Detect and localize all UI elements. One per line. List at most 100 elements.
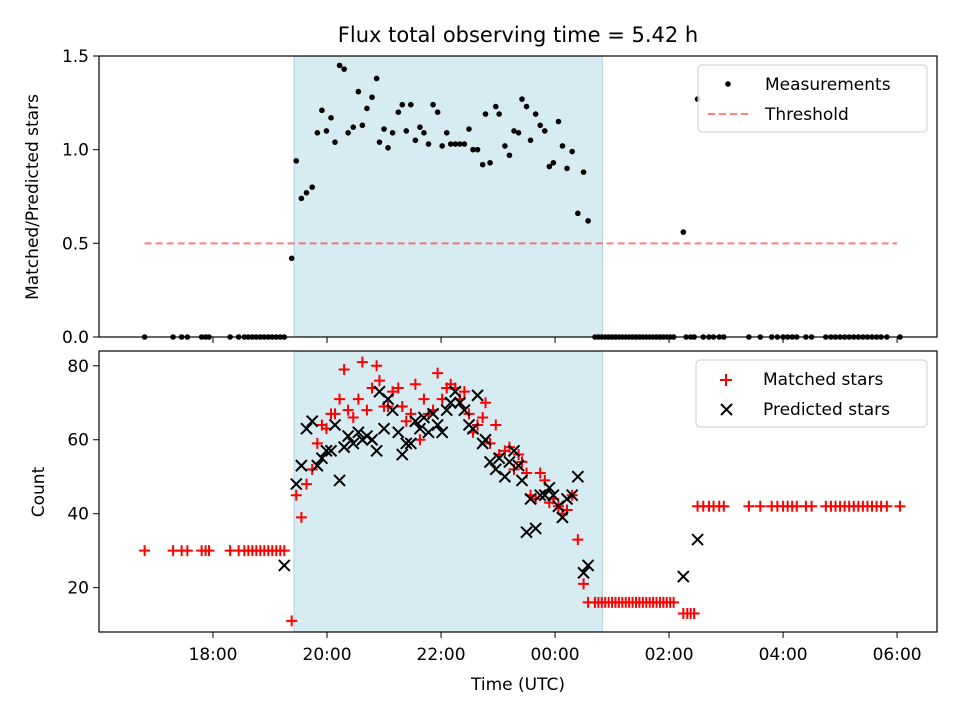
- measurement-point: [288, 255, 295, 262]
- x-tick-label: 20:00: [303, 645, 352, 665]
- matched-star-point: [418, 393, 430, 405]
- measurement-point: [385, 144, 391, 151]
- matched-star-point: [718, 500, 730, 512]
- top-y-tick-label: 1.0: [62, 141, 89, 161]
- predicted-star-point: [377, 422, 391, 435]
- matched-star-point: [286, 615, 298, 627]
- x-axis-label: Time (UTC): [470, 675, 565, 695]
- top-y-tick-label: 0.5: [62, 234, 89, 254]
- measurement-point: [373, 75, 380, 82]
- legend-label-matched: Matched stars: [763, 370, 883, 390]
- predicted-star-point: [290, 477, 303, 491]
- matched-star-point: [373, 375, 385, 387]
- measurement-point: [421, 130, 427, 136]
- predicted-star-point: [352, 426, 365, 439]
- legend-marker-matched: [720, 374, 732, 386]
- predicted-star-point: [560, 492, 574, 506]
- matched-star-point: [342, 404, 354, 416]
- top-plot-frame: [98, 55, 938, 338]
- matched-star-point: [881, 500, 893, 512]
- legend-marker-predicted: [720, 403, 733, 416]
- top-panel: 0.0 0.5 1.0 1.5 Matched/Predicted stars Mea…: [23, 47, 938, 348]
- bottom-y-axis-label: Count: [29, 466, 49, 517]
- measurement-point: [575, 210, 581, 217]
- measurement-point: [298, 195, 305, 202]
- x-tick-label: 00:00: [531, 645, 580, 665]
- predicted-star-point: [400, 437, 413, 450]
- predicted-star-point: [503, 455, 516, 469]
- predicted-star-point: [444, 396, 457, 409]
- predicted-star-point: [422, 426, 435, 439]
- predicted-star-point: [453, 396, 467, 409]
- matched-star-point: [334, 393, 346, 405]
- matched-star-point: [392, 382, 404, 394]
- measurement-point: [515, 130, 522, 136]
- measurement-point: [541, 128, 548, 134]
- measurement-point: [332, 139, 338, 145]
- legend-label-predicted: Predicted stars: [763, 400, 890, 420]
- matched-star-point: [477, 412, 489, 424]
- predicted-star-point: [386, 403, 399, 417]
- top-observing-band: [293, 55, 603, 338]
- measurement-point: [323, 128, 330, 134]
- measurement-point: [319, 107, 325, 114]
- matched-star-point: [572, 534, 584, 546]
- predicted-star-point: [524, 492, 537, 506]
- measurement-point: [585, 218, 591, 224]
- predicted-star-point: [449, 385, 462, 398]
- predicted-star-point: [466, 422, 480, 435]
- top-x-ticks: [212, 337, 898, 343]
- matched-star-point: [578, 578, 590, 590]
- measurement-point: [466, 126, 472, 132]
- matched-star-point: [356, 356, 368, 368]
- predicted-star-point: [337, 440, 351, 454]
- measurement-point: [523, 103, 530, 110]
- matched-star-point: [754, 500, 766, 512]
- measurement-point: [564, 165, 570, 172]
- measurement-point: [569, 148, 575, 155]
- bottom-y-tick-label: 40: [67, 505, 89, 525]
- matched-star-point: [329, 408, 341, 420]
- predicted-star-point: [417, 411, 431, 424]
- measurement-point: [412, 137, 419, 144]
- top-legend: Measurements Threshold: [697, 64, 928, 133]
- predicted-star-point: [370, 444, 383, 458]
- measurement-point: [399, 101, 406, 108]
- predicted-star-point: [489, 463, 502, 476]
- measurement-point: [425, 141, 432, 147]
- measurement-point: [496, 111, 502, 117]
- matched-star-point: [400, 415, 412, 427]
- predicted-star-point: [529, 522, 542, 535]
- matched-star-point: [688, 608, 700, 620]
- predicted-star-point: [534, 488, 547, 502]
- measurement-point: [487, 159, 493, 166]
- predicted-star-point: [320, 444, 333, 458]
- measurement-point: [580, 169, 587, 175]
- matched-star-point: [338, 363, 350, 375]
- bottom-y-tick-label: 20: [67, 579, 89, 599]
- measurement-point: [336, 62, 343, 69]
- measurement-point: [519, 96, 525, 102]
- measurement-point: [443, 130, 450, 136]
- bottom-panel: 20 40 60 80 18:00 20:00 22:00 00:00 02:00 04:00 0…: [29, 350, 938, 695]
- measurement-point: [680, 229, 687, 235]
- matched-star-point: [371, 360, 383, 372]
- x-tick-label: 06:00: [873, 645, 922, 665]
- measurement-point: [559, 143, 566, 149]
- predicted-star-point: [691, 533, 704, 546]
- predicted-star-point: [498, 470, 512, 483]
- predicted-star-point: [328, 418, 342, 432]
- measurement-point: [369, 94, 375, 101]
- measurement-point: [479, 161, 486, 168]
- predicted-star-point: [300, 422, 313, 435]
- measurement-point: [408, 101, 414, 108]
- measurement-point: [502, 143, 508, 149]
- predicted-star-point: [479, 433, 492, 446]
- predicted-star-point: [360, 429, 374, 443]
- measurement-point: [474, 146, 481, 153]
- predicted-star-point: [492, 452, 506, 465]
- predicted-star-point: [440, 403, 453, 417]
- predicted-star-point: [311, 459, 324, 472]
- legend-label-threshold: Threshold: [764, 105, 849, 125]
- matched-star-point: [743, 500, 755, 512]
